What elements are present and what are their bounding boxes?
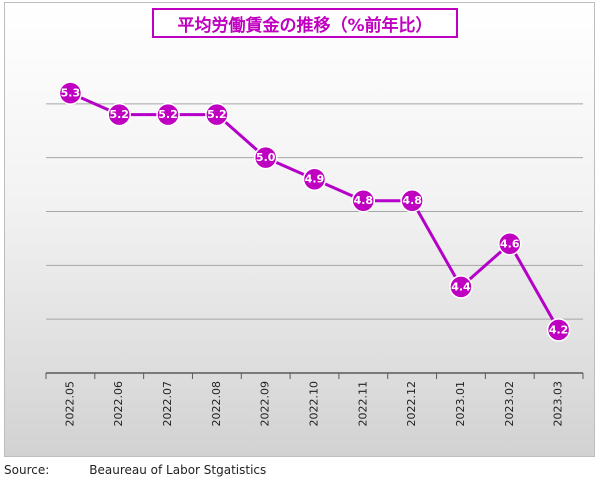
data-label: 4.2 bbox=[549, 323, 569, 336]
data-point bbox=[498, 232, 522, 256]
data-label: 5.2 bbox=[158, 108, 178, 121]
data-label: 4.8 bbox=[402, 194, 422, 207]
data-label: 5.3 bbox=[61, 87, 81, 100]
x-tick-label: 2023.01 bbox=[454, 381, 467, 427]
data-label: 5.0 bbox=[256, 151, 276, 164]
data-point bbox=[400, 188, 424, 213]
data-label: 5.2 bbox=[109, 108, 129, 121]
x-tick-label: 2022.05 bbox=[63, 381, 76, 427]
x-tick-label: 2022.11 bbox=[356, 381, 369, 427]
chart-area bbox=[4, 2, 595, 457]
x-tick-label: 2022.07 bbox=[161, 381, 174, 427]
x-tick-label: 2022.10 bbox=[308, 381, 321, 427]
data-point bbox=[205, 102, 229, 127]
data-point bbox=[58, 81, 83, 105]
x-tick-label: 2022.12 bbox=[405, 381, 418, 427]
data-label: 4.9 bbox=[305, 173, 325, 186]
data-point bbox=[449, 275, 473, 299]
x-tick-label: 2023.03 bbox=[552, 381, 565, 427]
chart-title: 平均労働賃金の推移（%前年比） bbox=[152, 8, 458, 38]
x-tick-label: 2022.09 bbox=[259, 381, 272, 427]
data-point bbox=[156, 102, 180, 127]
data-label: 5.2 bbox=[207, 108, 227, 121]
data-point bbox=[107, 102, 131, 127]
data-point bbox=[546, 318, 571, 342]
x-tick-label: 2022.06 bbox=[112, 381, 125, 427]
source-label: Source: bbox=[4, 463, 50, 477]
data-point bbox=[351, 188, 376, 213]
data-point bbox=[253, 145, 278, 170]
data-label: 4.6 bbox=[500, 237, 520, 250]
x-tick-label: 2022.08 bbox=[210, 381, 223, 427]
source-note: Source: Beaureau of Labor Stgatistics bbox=[4, 463, 266, 481]
data-point bbox=[302, 167, 327, 191]
data-label: 4.8 bbox=[354, 194, 374, 207]
x-tick-label: 2023.02 bbox=[503, 381, 516, 427]
source-text: Beaureau of Labor Stgatistics bbox=[89, 463, 267, 477]
chart-title-text: 平均労働賃金の推移（%前年比） bbox=[177, 15, 433, 36]
data-label: 4.4 bbox=[451, 280, 471, 293]
